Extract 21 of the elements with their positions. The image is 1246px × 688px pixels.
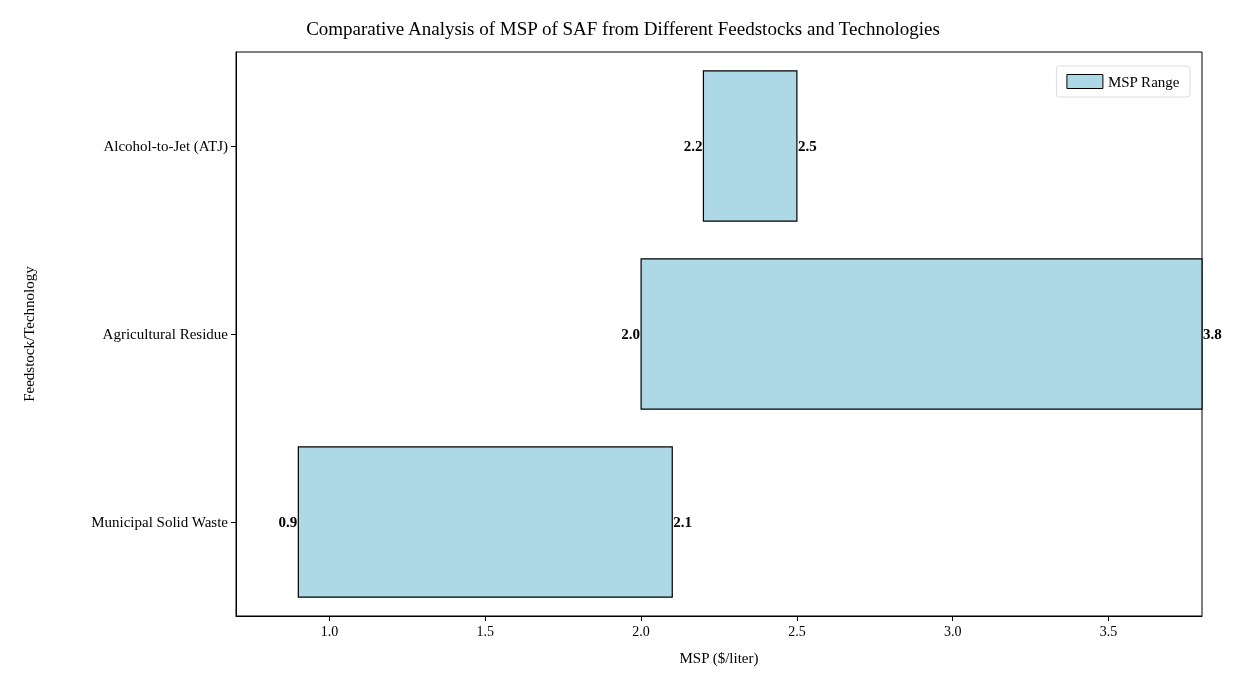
x-tick-label: 3.5: [1099, 623, 1118, 639]
x-tick-label: 3.0: [943, 623, 962, 639]
annotation: 2.1: [673, 514, 693, 530]
annotation: 2.5: [797, 138, 817, 154]
chart-title: Comparative Analysis of MSP of SAF from Different Feedstocks and Technologies: [306, 18, 940, 39]
y-tick-label: Municipal Solid Waste: [91, 514, 229, 530]
annotation: 0.9: [278, 514, 298, 530]
x-tick-label: 1.5: [476, 623, 495, 639]
legend-label: MSP Range: [1107, 73, 1180, 90]
y-tick-label: Alcohol-to-Jet (ATJ): [103, 138, 228, 155]
bar: [702, 70, 798, 222]
y-axis-title: Feedstock/Technology: [20, 265, 37, 402]
annotation: 3.8: [1203, 326, 1222, 342]
x-tick-label: 1.0: [320, 623, 339, 639]
x-tick-label: 2.5: [788, 623, 806, 639]
x-axis-title: MSP ($/liter): [679, 649, 759, 667]
annotation: 2.2: [683, 138, 703, 154]
bar: [297, 446, 673, 598]
annotation: 2.0: [621, 326, 641, 342]
x-tick-label: 2.0: [632, 623, 650, 639]
y-tick-label: Agricultural Residue: [102, 326, 229, 342]
